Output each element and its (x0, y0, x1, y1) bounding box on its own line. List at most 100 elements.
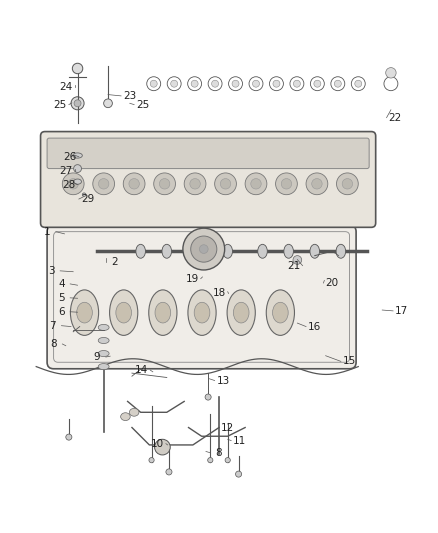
Circle shape (251, 179, 261, 189)
Circle shape (273, 80, 280, 87)
Ellipse shape (162, 244, 172, 258)
Circle shape (68, 179, 78, 189)
Text: 13: 13 (217, 376, 230, 385)
Circle shape (220, 179, 231, 189)
Text: 27: 27 (59, 166, 72, 176)
Ellipse shape (74, 165, 81, 173)
Circle shape (336, 173, 358, 195)
Text: 25: 25 (53, 100, 67, 110)
Ellipse shape (98, 337, 109, 344)
Circle shape (154, 173, 176, 195)
Circle shape (191, 236, 217, 262)
Text: 26: 26 (64, 152, 77, 162)
Circle shape (155, 439, 170, 455)
Ellipse shape (149, 290, 177, 335)
Circle shape (171, 80, 178, 87)
Text: 16: 16 (308, 321, 321, 332)
Ellipse shape (223, 244, 233, 258)
Circle shape (208, 457, 213, 463)
Ellipse shape (73, 153, 82, 158)
Ellipse shape (71, 290, 99, 335)
Circle shape (99, 179, 109, 189)
Circle shape (205, 394, 211, 400)
Ellipse shape (77, 302, 92, 323)
Ellipse shape (188, 290, 216, 335)
Ellipse shape (155, 302, 171, 323)
Text: 5: 5 (58, 293, 65, 303)
Ellipse shape (258, 244, 267, 258)
Text: 10: 10 (151, 439, 164, 449)
Text: 3: 3 (48, 266, 55, 276)
Text: 23: 23 (123, 91, 136, 101)
Text: 11: 11 (233, 435, 247, 446)
Circle shape (183, 228, 225, 270)
Text: 25: 25 (136, 100, 149, 110)
Circle shape (253, 80, 259, 87)
Ellipse shape (98, 325, 109, 330)
Text: 29: 29 (81, 194, 94, 204)
Circle shape (293, 80, 300, 87)
Ellipse shape (98, 364, 109, 370)
Circle shape (245, 173, 267, 195)
Text: 17: 17 (395, 306, 408, 316)
Text: 21: 21 (287, 261, 300, 271)
Ellipse shape (194, 302, 210, 323)
Text: 28: 28 (62, 180, 75, 190)
Ellipse shape (120, 413, 130, 421)
FancyBboxPatch shape (41, 132, 376, 228)
Circle shape (342, 179, 353, 189)
Ellipse shape (266, 290, 294, 335)
Circle shape (72, 63, 83, 74)
Text: 9: 9 (94, 352, 100, 362)
Circle shape (104, 99, 113, 108)
Circle shape (215, 173, 237, 195)
Circle shape (190, 179, 200, 189)
Circle shape (93, 173, 115, 195)
Circle shape (199, 245, 208, 254)
Circle shape (225, 457, 230, 463)
Ellipse shape (284, 244, 293, 258)
Circle shape (159, 179, 170, 189)
Circle shape (312, 179, 322, 189)
Ellipse shape (129, 408, 139, 416)
Circle shape (236, 471, 242, 477)
Text: 22: 22 (389, 112, 402, 123)
Text: 12: 12 (221, 423, 234, 433)
Ellipse shape (197, 244, 206, 258)
Text: 19: 19 (185, 273, 199, 284)
Circle shape (355, 80, 362, 87)
Circle shape (334, 80, 341, 87)
Text: 1: 1 (44, 227, 50, 237)
Circle shape (212, 80, 219, 87)
Circle shape (166, 469, 172, 475)
Text: 8: 8 (215, 448, 223, 458)
Circle shape (306, 173, 328, 195)
Ellipse shape (227, 290, 255, 335)
FancyBboxPatch shape (47, 138, 369, 168)
Ellipse shape (233, 302, 249, 323)
Circle shape (386, 68, 396, 78)
Text: 24: 24 (59, 82, 72, 92)
Text: 20: 20 (325, 278, 339, 288)
Text: 18: 18 (213, 288, 226, 298)
Circle shape (71, 97, 84, 110)
Circle shape (62, 173, 84, 195)
Ellipse shape (136, 244, 145, 258)
Circle shape (281, 179, 292, 189)
Ellipse shape (336, 244, 346, 258)
Text: 14: 14 (135, 365, 148, 375)
Circle shape (66, 434, 72, 440)
Text: 4: 4 (58, 279, 65, 289)
FancyBboxPatch shape (47, 225, 356, 369)
Ellipse shape (98, 351, 109, 357)
Text: 7: 7 (49, 321, 56, 330)
Text: 2: 2 (111, 257, 118, 267)
Circle shape (184, 173, 206, 195)
Circle shape (232, 80, 239, 87)
Circle shape (129, 179, 139, 189)
Circle shape (276, 173, 297, 195)
Ellipse shape (116, 302, 131, 323)
Ellipse shape (310, 244, 320, 258)
Ellipse shape (82, 193, 86, 197)
Ellipse shape (272, 302, 288, 323)
